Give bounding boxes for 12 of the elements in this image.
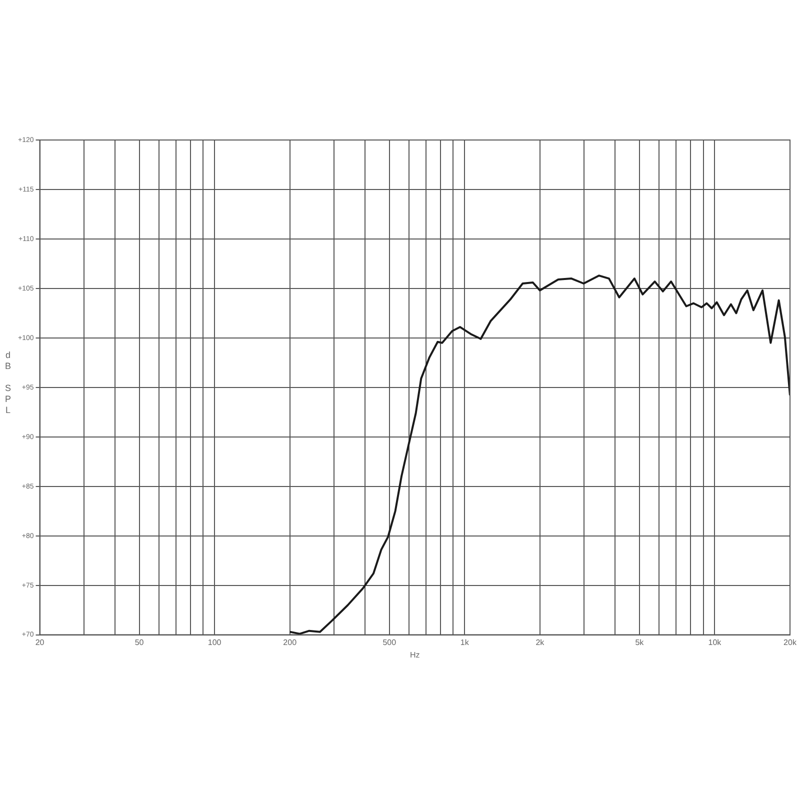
x-tick-label: 20k — [784, 638, 798, 647]
y-axis-title: dB SPL — [2, 350, 13, 416]
x-axis-title: Hz — [410, 650, 420, 660]
x-tick-label: 5k — [635, 638, 645, 647]
x-tick-label: 10k — [708, 638, 722, 647]
x-tick-label: 20 — [35, 638, 45, 647]
x-tick-label: 500 — [382, 638, 397, 647]
x-tick-label: 100 — [208, 638, 222, 647]
x-tick-label: 50 — [134, 638, 144, 647]
x-tick-label: 1k — [460, 638, 470, 647]
x-tick-label: 200 — [283, 638, 298, 647]
x-tick-label: 2k — [536, 638, 546, 647]
